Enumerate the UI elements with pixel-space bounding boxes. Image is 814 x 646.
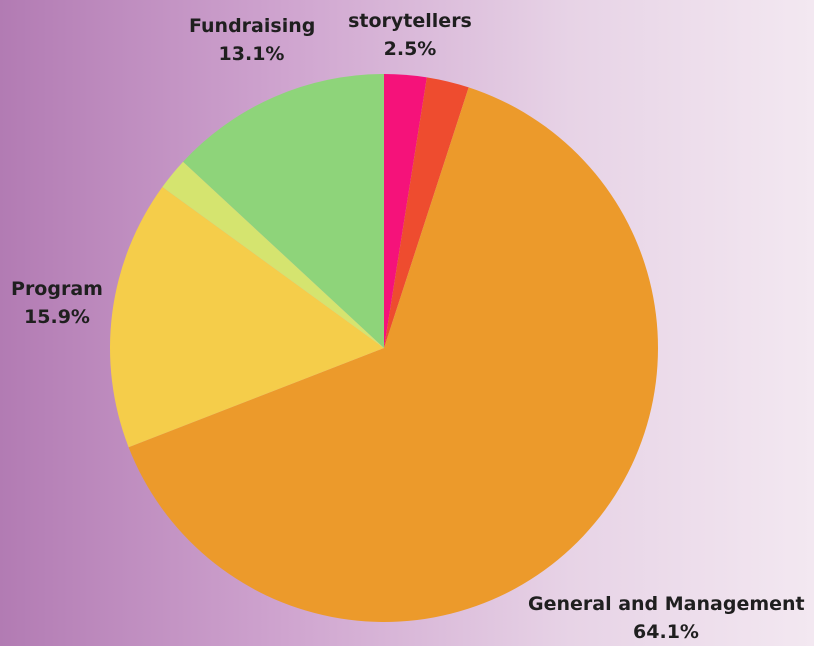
slice-name: General and Management [528, 593, 805, 615]
pie-slice-fundraising [183, 74, 384, 348]
slice-percent: 15.9% [24, 306, 90, 328]
slice-percent: 13.1% [218, 43, 285, 65]
pie-slice-unlabeled-4 [162, 161, 384, 348]
slice-label-fundraising: Fundraising 13.1% [189, 12, 316, 68]
slice-percent: 2.5% [383, 38, 437, 60]
pie-slice-storytellers [384, 74, 427, 348]
slice-name: Fundraising [189, 15, 316, 37]
slice-label-storytellers: storytellers 2.5% [340, 7, 480, 63]
slice-percent: 64.1% [633, 621, 699, 643]
pie-slice-general-and-management [128, 87, 658, 622]
pie-slice-program [110, 186, 385, 448]
slice-label-program: Program 15.9% [2, 275, 112, 331]
pie-slice-unlabeled-1 [384, 77, 469, 349]
slice-name: storytellers [348, 10, 472, 32]
slice-name: Program [11, 278, 103, 300]
slice-label-general-and-management: General and Management 64.1% [528, 590, 805, 646]
